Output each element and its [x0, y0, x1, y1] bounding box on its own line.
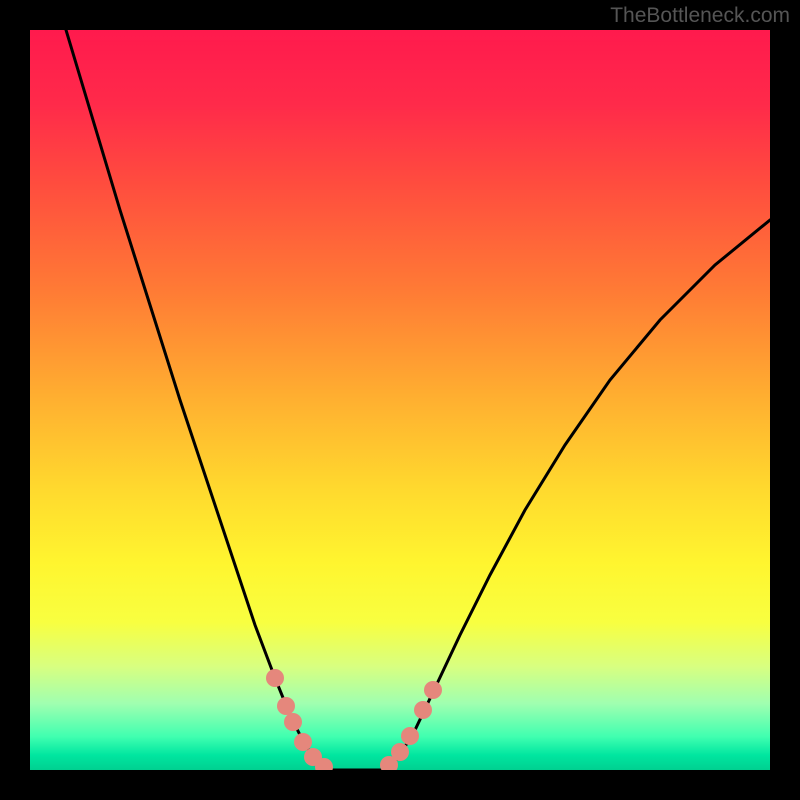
marker-cluster-left — [266, 669, 333, 770]
curve-left-branch — [66, 30, 330, 770]
data-marker — [424, 681, 442, 699]
data-marker — [391, 743, 409, 761]
curve-right-branch — [385, 220, 770, 770]
data-marker — [277, 697, 295, 715]
data-marker — [266, 669, 284, 687]
data-marker — [294, 733, 312, 751]
data-marker — [284, 713, 302, 731]
plot-area — [30, 30, 770, 770]
data-marker — [414, 701, 432, 719]
bottleneck-curve — [30, 30, 770, 770]
watermark-text: TheBottleneck.com — [610, 4, 790, 28]
data-marker — [401, 727, 419, 745]
marker-cluster-right — [380, 681, 442, 770]
